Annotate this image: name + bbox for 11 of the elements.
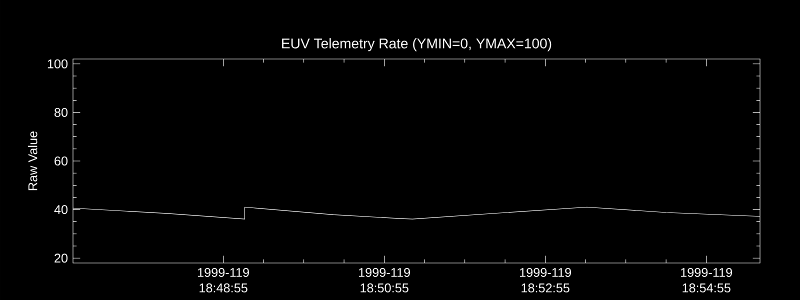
- y-tick-label: 100: [48, 59, 68, 68]
- y-tick-label: 60: [54, 156, 68, 166]
- y-axis-title: Raw Value: [28, 131, 38, 190]
- y-tick-label: 80: [54, 108, 68, 117]
- y-tick-label: 20: [54, 254, 68, 263]
- x-tick-label: 1999-119 18:50:55: [359, 268, 410, 292]
- x-tick-label: 1999-119 18:52:55: [520, 268, 571, 292]
- x-tick-label: 1999-119 18:48:55: [198, 268, 249, 292]
- x-tick-label: 1999-119 18:54:55: [681, 268, 732, 292]
- chart-title: EUV Telemetry Rate (YMIN=0, YMAX=100): [282, 38, 552, 52]
- y-tick-label: 40: [54, 205, 68, 214]
